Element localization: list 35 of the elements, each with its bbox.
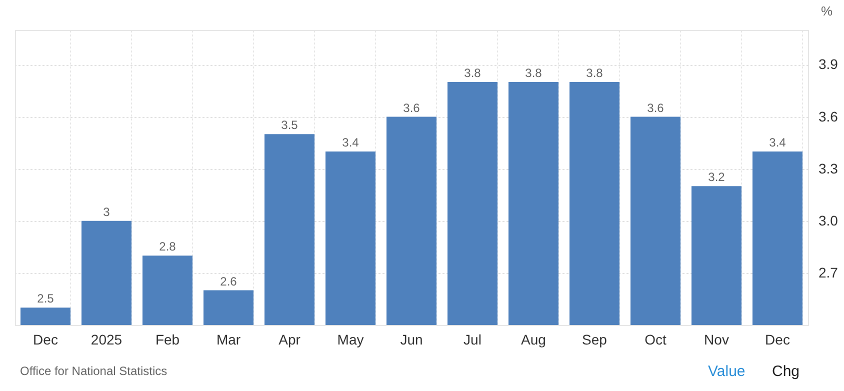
text: 3.3 [818,160,838,176]
data-label: 3.6 [403,100,420,115]
x-tick-label: Mar [216,332,241,348]
text: 3.0 [818,212,838,228]
x-tick-label: Nov [704,332,729,348]
x-tick-label: Dec [33,332,58,348]
x-tick-label: Dec [765,332,790,348]
data-label: 3.4 [342,135,360,150]
data-label: 3.8 [464,66,482,80]
x-tick-label: Sep [582,332,608,348]
data-label: 3.5 [281,118,298,132]
x-tick-label: May [337,332,364,348]
data-label: 3.8 [586,66,604,80]
data-label: 2.8 [159,240,176,254]
data-label: 2.5 [37,292,54,306]
text: 3.9 [818,56,838,72]
x-tick-label: Aug [521,332,546,348]
x-tick-label: Jul [464,332,482,348]
data-label: 3.4 [769,135,786,150]
x-tick-label: 2025 [90,332,122,348]
data-label: 3.6 [647,100,664,115]
x-tick-label: Oct [644,332,666,348]
text: 3.6 [818,108,838,124]
text: 2.7 [818,264,838,280]
text: Office for National Statistics [20,364,168,378]
data-label: 3 [103,204,110,219]
data-label: 3.8 [525,66,542,80]
x-tick-label: Apr [278,332,301,348]
x-tick-label: Feb [155,332,180,348]
x-tick-label: Jun [400,332,423,348]
y-axis-title: % [820,4,833,18]
data-label: 3.2 [708,170,726,184]
text: Chg [772,363,800,380]
data-label: 2.6 [220,274,238,288]
text: Value [708,363,746,380]
